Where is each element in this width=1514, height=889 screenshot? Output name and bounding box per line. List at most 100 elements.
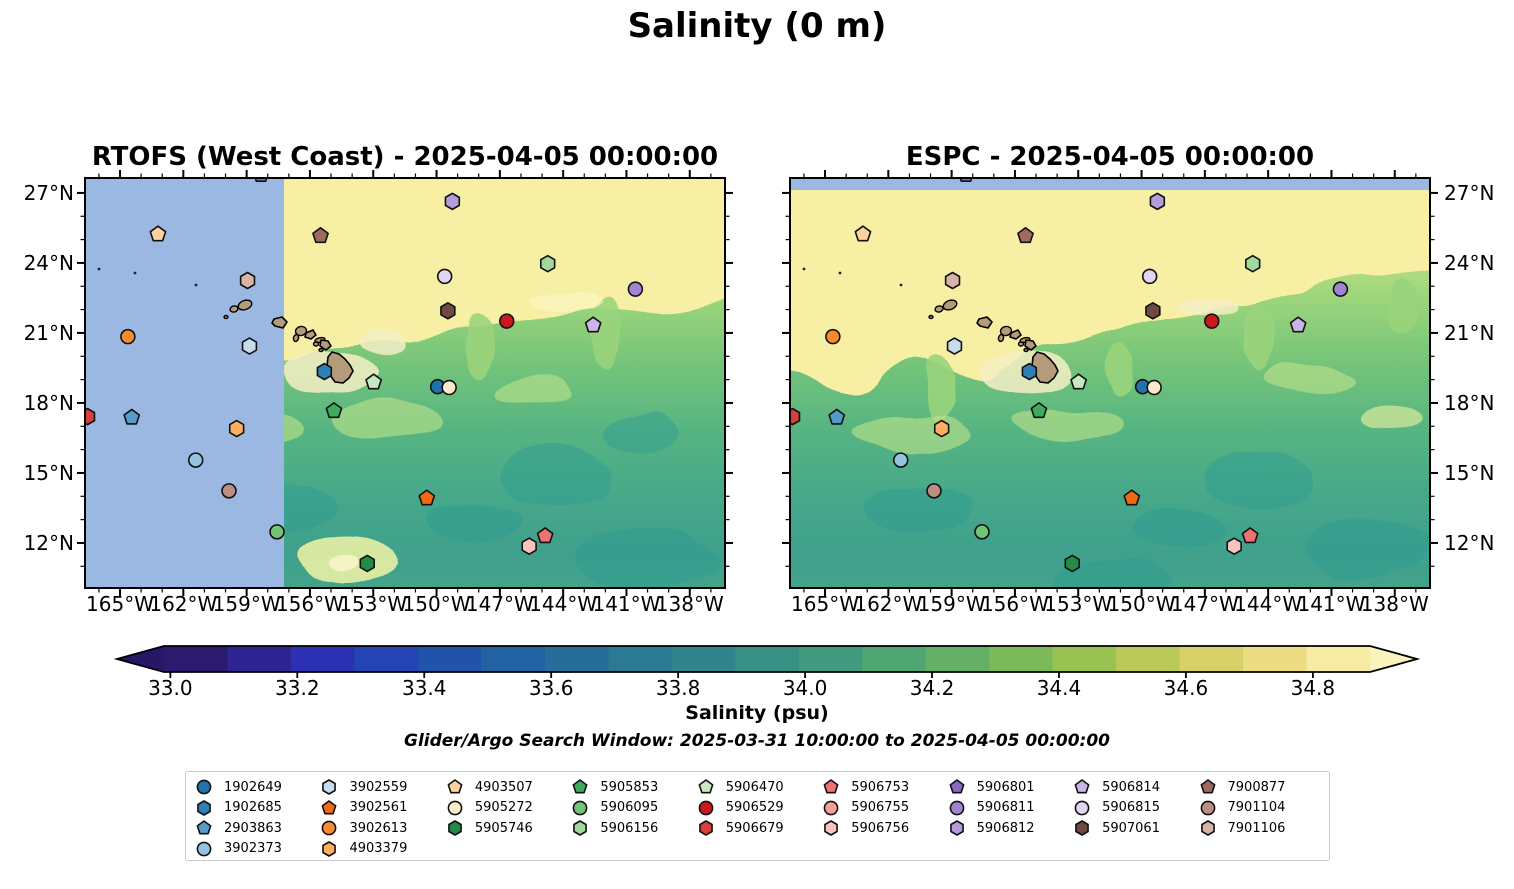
legend-column-1: 1902649 1902685 2903863 3902373 (196, 777, 321, 859)
axis-ticks (77, 170, 733, 596)
legend-label-5906755: 5906755 (851, 800, 910, 816)
float-marker-3902559 (946, 337, 963, 355)
legend-marker-shape-3902561 (321, 799, 337, 815)
float-marker-5906811 (1332, 281, 1349, 297)
legend-marker-7901106 (1200, 820, 1215, 837)
legend-entry-7901104: 7901104 (1200, 798, 1325, 819)
no-data-stripe (790, 178, 1430, 190)
colorbar-left-arrow (117, 646, 164, 672)
float-marker-2903863 (828, 408, 846, 425)
x-tick-rtofs-165: 165°W (86, 592, 154, 616)
float-marker-4903379 (228, 419, 245, 438)
float-marker-7901104 (926, 483, 942, 499)
float-markers (790, 178, 1349, 573)
float-marker-5905853 (325, 402, 343, 419)
no-data-mask (85, 178, 285, 588)
float-legend: 1902649 1902685 2903863 3902373 3902559 39025… (185, 771, 1330, 861)
y-tick-espc-27: 27°N (1444, 180, 1495, 205)
legend-marker-3902373 (196, 841, 212, 857)
legend-entry-5906814: 5906814 (1074, 777, 1199, 798)
legend-entry-4903507: 4903507 (447, 777, 572, 798)
legend-label-1902649: 1902649 (224, 779, 282, 795)
legend-entry-5906756: 5906756 (823, 818, 948, 839)
x-tick-espc-165: 165°W (791, 592, 859, 616)
x-tick-espc-150: 150°W (1107, 592, 1176, 616)
x-tick-rtofs-147: 147°W (465, 592, 534, 616)
legend-marker-3902559 (322, 779, 337, 796)
float-marker-3902559 (241, 337, 258, 355)
legend-label-5905272: 5905272 (474, 800, 533, 816)
legend-marker-shape-5906801 (949, 779, 965, 794)
legend-marker-4903379 (322, 840, 337, 857)
float-marker-3902561 (418, 489, 436, 506)
legend-marker-shape-1902685 (197, 799, 211, 816)
legend-entry-5905272: 5905272 (447, 798, 572, 819)
salinity-field (790, 178, 1430, 588)
x-tick-espc-153: 153°W (1044, 592, 1113, 616)
float-marker-7900877 (1017, 227, 1034, 244)
legend-marker-5906156 (573, 820, 588, 837)
legend-marker-5906529 (698, 800, 714, 816)
legend-entry-3902613: 3902613 (321, 818, 446, 839)
float-marker-1902685 (316, 362, 333, 381)
legend-column-3: 4903507 5905272 5905746 (447, 777, 572, 839)
float-marker-4903507 (149, 225, 167, 242)
float-marker-5906679 (790, 407, 801, 426)
legend-entry-5906811: 5906811 (949, 798, 1074, 819)
y-tick-rtofs-21: 21°N (23, 320, 74, 345)
legend-label-5906756: 5906756 (851, 820, 910, 836)
colorbar-label: Salinity (psu) (685, 702, 829, 724)
legend-column-4: 5905853 5906095 5906156 (572, 777, 697, 839)
legend-marker-shape-5906812 (949, 820, 964, 837)
float-marker-7901106 (944, 271, 961, 290)
legend-entry-5906815: 5906815 (1074, 798, 1199, 819)
hawaiian-islands (97, 267, 354, 384)
legend-label-3902613: 3902613 (349, 820, 408, 836)
legend-entry-5906801: 5906801 (949, 777, 1074, 798)
float-marker-5906812 (444, 192, 461, 211)
colorbar-tick-34.2: 34.2 (909, 676, 955, 700)
legend-entry-5906470: 5906470 (698, 777, 823, 798)
colorbar-right-arrow (1370, 646, 1417, 672)
legend-marker-shape-5906815 (1074, 800, 1090, 816)
legend-marker-5906679 (698, 820, 713, 837)
panel-border (84, 177, 726, 589)
legend-marker-5906811 (949, 800, 965, 816)
legend-marker-5905853 (572, 779, 588, 794)
legend-marker-shape-5906529 (698, 800, 714, 816)
float-marker-5906756 (1226, 537, 1242, 555)
float-marker-5906812 (1149, 192, 1166, 211)
float-marker-5906679 (85, 407, 96, 426)
colorbar-tick-33.2: 33.2 (275, 676, 320, 700)
legend-marker-shape-1902649 (196, 779, 212, 795)
colorbar-tick-34.8: 34.8 (1290, 676, 1336, 700)
legend-marker-shape-7900877 (1200, 779, 1215, 794)
legend-marker-7900877 (1200, 779, 1215, 794)
legend-entry-7901106: 7901106 (1200, 818, 1325, 839)
legend-marker-shape-4903379 (322, 840, 337, 857)
legend-label-5906529: 5906529 (725, 800, 784, 816)
legend-entry-5906156: 5906156 (572, 818, 697, 839)
legend-marker-5906753 (823, 779, 839, 794)
legend-marker-shape-5906753 (823, 779, 839, 794)
float-marker-5906815 (436, 268, 453, 285)
legend-marker-shape-2903863 (196, 820, 212, 835)
legend-label-3902373: 3902373 (224, 841, 282, 857)
legend-marker-shape-5907061 (1075, 820, 1089, 837)
legend-marker-3902561 (321, 799, 337, 815)
float-marker-5907061 (440, 302, 456, 320)
colorbar-tick-33.4: 33.4 (401, 676, 447, 700)
float-marker-5906529 (1204, 313, 1220, 329)
y-tick-espc-24: 24°N (1444, 250, 1495, 275)
legend-label-5906815: 5906815 (1102, 800, 1160, 816)
legend-entry-5906755: 5906755 (823, 798, 948, 819)
legend-label-5905746: 5905746 (474, 820, 533, 836)
x-tick-rtofs-156: 156°W (275, 592, 344, 616)
legend-label-5906814: 5906814 (1102, 779, 1160, 795)
legend-label-5906753: 5906753 (851, 779, 910, 795)
legend-entry-5906812: 5906812 (949, 818, 1074, 839)
legend-marker-1902649 (196, 779, 212, 795)
x-tick-espc-141: 141°W (1297, 592, 1366, 616)
legend-marker-5906470 (698, 779, 714, 794)
